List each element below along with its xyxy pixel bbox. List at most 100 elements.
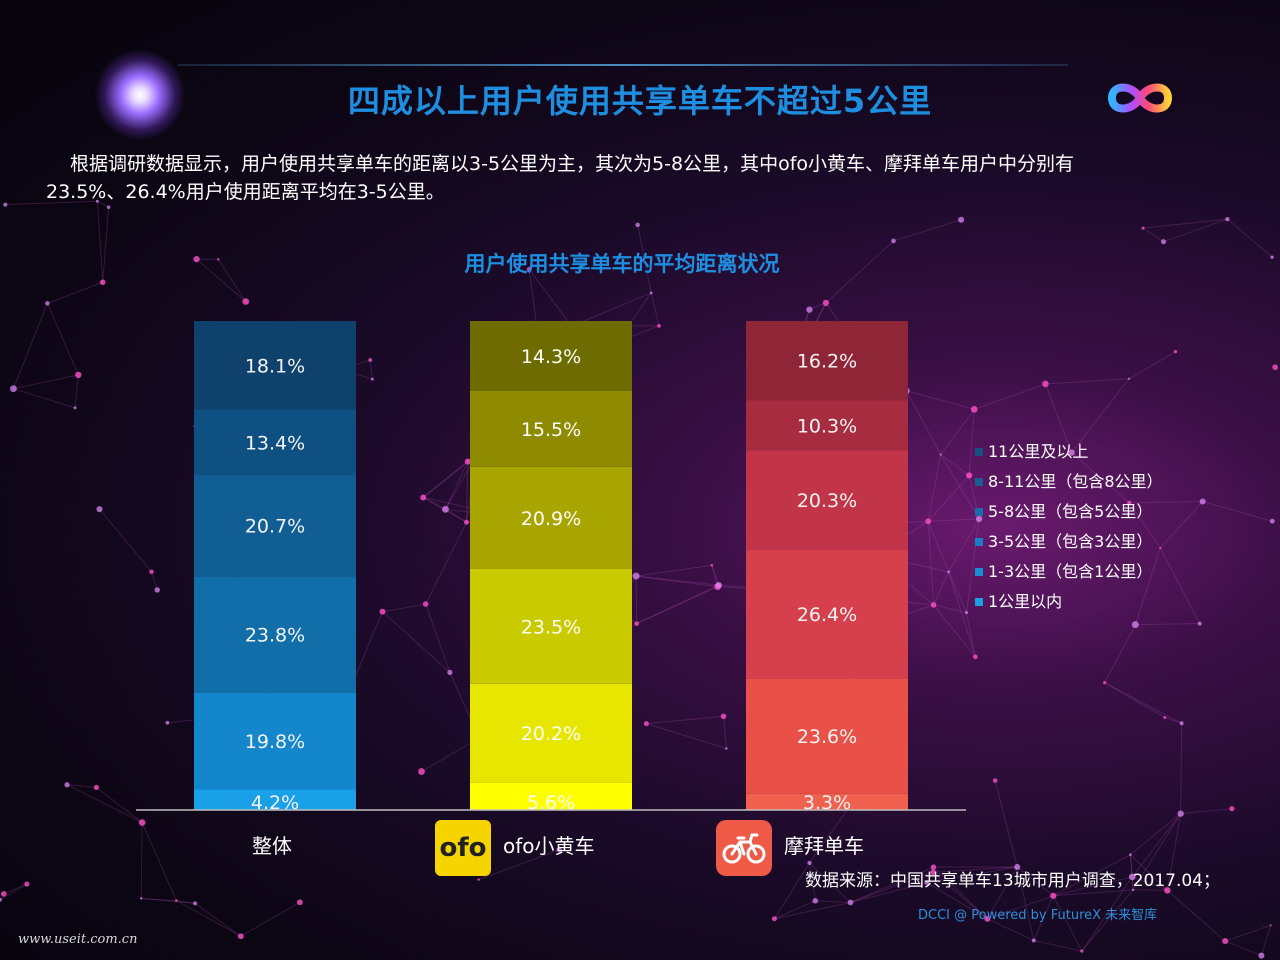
star-link [0, 883, 28, 901]
star-link [636, 575, 719, 586]
legend-swatch-3 [975, 537, 983, 546]
legend-swatch-4 [975, 567, 983, 576]
star-dot [1269, 924, 1272, 927]
star-link [1129, 854, 1133, 877]
star-dot [1272, 364, 1278, 371]
star-link [774, 862, 810, 920]
star-dot [984, 915, 991, 922]
star-link [1045, 378, 1130, 385]
star-dot [1225, 217, 1230, 222]
star-link [478, 849, 560, 881]
legend-swatch-2 [975, 507, 983, 516]
star-link [1104, 682, 1166, 718]
star-link [425, 521, 467, 605]
star-dot [1080, 949, 1084, 953]
star-link [1260, 925, 1272, 956]
ofo-logo-icon: ofo [435, 820, 491, 876]
star-dot [154, 587, 160, 593]
star-dot [771, 916, 777, 922]
star-link [1071, 378, 1130, 453]
star-dot [807, 860, 812, 866]
star-dot [64, 782, 70, 788]
star-dot [193, 256, 200, 263]
chart-legend: 11公里及以上 8-11公里（包含8公里） 5-8公里（包含5公里） 3-5公里… [975, 440, 1163, 620]
legend-label: 1-3公里（包含1公里） [988, 562, 1153, 581]
legend-label: 3-5公里（包含3公里） [988, 532, 1153, 551]
star-link [906, 390, 942, 455]
star-link [102, 207, 110, 283]
bar-value-label: 4.2% [251, 792, 299, 814]
legend-label: 8-11公里（包含8公里） [988, 472, 1163, 491]
star-link [825, 240, 894, 304]
star-dot [1177, 810, 1184, 817]
star-link [850, 882, 927, 903]
star-link [933, 866, 1018, 873]
star-link [933, 866, 988, 920]
star-link [1135, 623, 1200, 626]
star-dot [418, 768, 425, 775]
star-link [466, 461, 469, 523]
star-link [194, 903, 242, 937]
star-link [986, 866, 1018, 920]
category-label-overall: 整体 [252, 834, 292, 858]
star-link [636, 564, 712, 577]
star-dot [1179, 721, 1184, 726]
star-dot [1199, 498, 1206, 505]
star-link [99, 508, 152, 573]
star-link [906, 390, 975, 410]
star-link [711, 565, 720, 586]
star-link [141, 822, 177, 901]
star-link [196, 258, 247, 302]
bar-segment [470, 782, 632, 810]
bar-segment [194, 475, 356, 577]
star-link [46, 303, 79, 376]
star-link [927, 521, 935, 605]
star-link [933, 604, 967, 614]
star-dot [847, 899, 854, 906]
star-dot [45, 301, 50, 306]
star-link [1044, 383, 1073, 453]
bar-segment [746, 450, 908, 550]
star-dot [1269, 518, 1275, 524]
star-link [808, 862, 816, 901]
star-dot [420, 494, 427, 501]
star-link [1071, 452, 1130, 504]
bar-segment [470, 568, 632, 684]
star-link [13, 374, 79, 390]
star-link [723, 716, 727, 749]
star-link [850, 866, 934, 903]
star-link [1053, 889, 1134, 897]
star-dot [1197, 621, 1202, 626]
star-link [927, 454, 942, 522]
star-link [5, 200, 98, 206]
legend-item: 8-11公里（包含8公里） [975, 470, 1163, 500]
bar-value-label: 14.3% [521, 346, 581, 368]
star-link [382, 603, 426, 613]
bar-value-label: 23.8% [245, 624, 305, 646]
star-link [928, 518, 980, 522]
star-link [382, 611, 451, 673]
legend-label: 11公里及以上 [988, 442, 1089, 461]
star-link [646, 715, 724, 725]
light-burst-decoration [95, 50, 185, 140]
star-dot [99, 279, 106, 286]
star-link [1142, 227, 1164, 243]
star-link [528, 269, 573, 327]
star-dot [1068, 449, 1075, 456]
star-link [966, 612, 976, 657]
star-link [974, 383, 1046, 410]
star-dot [939, 453, 942, 456]
star-link [635, 576, 638, 624]
star-dot [422, 601, 429, 607]
star-link [1016, 866, 1035, 941]
star-link [1128, 351, 1176, 380]
star-link [932, 871, 988, 920]
star-dot [634, 621, 639, 626]
star-link [1053, 876, 1133, 897]
star-dot [95, 199, 99, 203]
star-dot [925, 518, 932, 525]
bar-value-label: 18.1% [245, 355, 305, 377]
star-link [966, 518, 980, 613]
star-link [1143, 218, 1228, 229]
star-link [571, 292, 652, 327]
